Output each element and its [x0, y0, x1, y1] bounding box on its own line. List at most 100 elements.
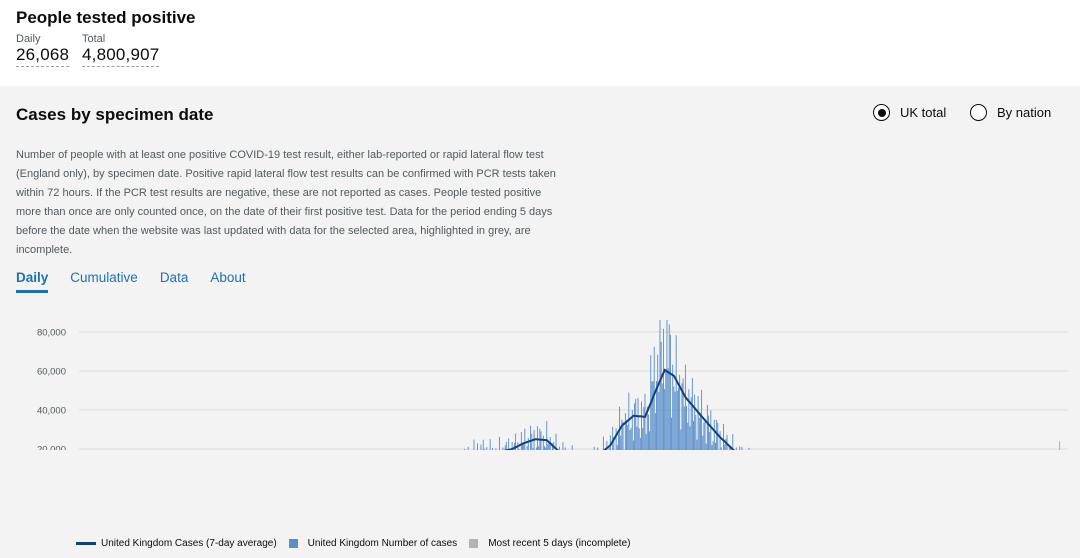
- cases-bar: [642, 427, 644, 450]
- cases-bar: [681, 383, 683, 450]
- cases-bar: [616, 445, 618, 450]
- cases-bar: [628, 392, 630, 450]
- daily-label: Daily: [16, 33, 41, 45]
- cases-bar: [540, 431, 542, 450]
- cases-bar: [694, 394, 696, 450]
- cases-bar: [630, 427, 632, 450]
- cases-bar: [621, 419, 623, 450]
- tab-cumulative[interactable]: Cumulative: [70, 270, 138, 285]
- cases-bar: [732, 434, 734, 450]
- cases-bar: [654, 413, 656, 450]
- legend-label-average: United Kingdom Cases (7-day average): [101, 538, 277, 549]
- legend-bar-swatch: [288, 539, 298, 548]
- cases-bar: [679, 374, 681, 450]
- radio-unchecked-icon[interactable]: [970, 104, 987, 121]
- y-tick-label: 20,000: [37, 445, 66, 451]
- cases-bar: [537, 426, 538, 450]
- cases-bar: [531, 433, 533, 450]
- cases-bar: [657, 354, 659, 450]
- y-tick-label: 60,000: [37, 367, 66, 378]
- cases-bar: [701, 390, 703, 450]
- cases-bar: [708, 415, 709, 450]
- cases-bar: [676, 390, 678, 450]
- cases-bar: [688, 389, 690, 450]
- cases-bar: [522, 443, 523, 450]
- radio-uk-total[interactable]: UK total: [873, 104, 946, 121]
- cases-bar: [559, 446, 560, 450]
- cases-bar: [682, 378, 684, 450]
- cases-bar: [631, 409, 633, 450]
- cases-bar: [527, 438, 529, 450]
- cases-bar: [480, 444, 482, 450]
- cases-bar: [495, 448, 497, 450]
- cases-bar: [697, 396, 699, 450]
- cases-bar: [705, 443, 707, 450]
- cases-bar: [698, 417, 700, 450]
- cases-bar: [644, 393, 646, 450]
- cases-bar: [669, 334, 671, 450]
- daily-value[interactable]: 26,068: [16, 45, 70, 67]
- cases-bar: [464, 448, 466, 450]
- cases-bar: [638, 428, 640, 450]
- cases-bar: [651, 381, 653, 450]
- cases-bar: [683, 406, 685, 450]
- card-description: Number of people with at least one posit…: [16, 149, 556, 256]
- radio-label-by-nation: By nation: [997, 105, 1052, 120]
- cases-bar: [641, 401, 642, 450]
- cases-bar: [665, 368, 667, 450]
- cases-bar: [627, 424, 629, 450]
- cases-bar: [720, 447, 722, 450]
- cases-bar: [735, 447, 737, 450]
- radio-by-nation[interactable]: By nation: [970, 104, 1051, 121]
- cases-bar: [626, 419, 627, 450]
- total-stat: Total 4,800,907: [82, 33, 160, 67]
- cases-bar: [667, 368, 669, 450]
- cases-bar: [520, 431, 522, 450]
- cases-bar: [571, 445, 573, 450]
- cases-bar: [593, 446, 595, 450]
- total-label: Total: [82, 33, 106, 45]
- cases-bar: [702, 435, 704, 450]
- cases-bar: [524, 428, 526, 450]
- cases-bar: [691, 377, 693, 450]
- cases-bar: [482, 439, 484, 450]
- tab-daily[interactable]: Daily: [16, 270, 49, 293]
- chart-legend: United Kingdom Cases (7-day average) Uni…: [76, 538, 642, 549]
- cases-bar: [690, 397, 692, 450]
- cases-bar: [564, 447, 566, 450]
- chart-tabs: Daily Cumulative Data About: [16, 270, 268, 293]
- tab-data[interactable]: Data: [159, 270, 189, 285]
- cases-bar: [535, 447, 537, 450]
- cases-bar: [716, 419, 718, 450]
- cases-bar: [545, 447, 547, 450]
- cases-bar: [597, 447, 599, 450]
- cases-bar: [680, 429, 682, 450]
- cases-bar: [546, 420, 548, 450]
- cases-bar: [645, 433, 647, 450]
- cases-bar: [643, 406, 645, 450]
- cases-bar: [530, 425, 532, 450]
- cases-bar: [684, 364, 686, 450]
- cases-bar: [606, 440, 608, 450]
- cases-bar: [710, 410, 712, 450]
- cases-bar: [748, 447, 750, 450]
- cases-bar: [717, 422, 719, 450]
- incomplete-bar: [1059, 441, 1061, 450]
- cases-bar: [637, 397, 639, 450]
- card-title: Cases by specimen date: [16, 105, 214, 124]
- cases-bar: [513, 442, 515, 450]
- cases-bar: [724, 444, 726, 450]
- cases-bar: [542, 435, 544, 450]
- cases-bar: [609, 435, 611, 450]
- y-tick-label: 40,000: [37, 406, 66, 417]
- cases-bar: [709, 432, 711, 450]
- cases-bar: [620, 435, 622, 450]
- cases-bar: [671, 417, 673, 450]
- cases-bar: [498, 436, 500, 450]
- radio-checked-icon[interactable]: [873, 104, 890, 121]
- total-value[interactable]: 4,800,907: [82, 45, 160, 67]
- cases-bar: [532, 448, 534, 450]
- cases-bar: [548, 441, 550, 450]
- cases-bar: [704, 418, 706, 450]
- tab-about[interactable]: About: [210, 270, 246, 285]
